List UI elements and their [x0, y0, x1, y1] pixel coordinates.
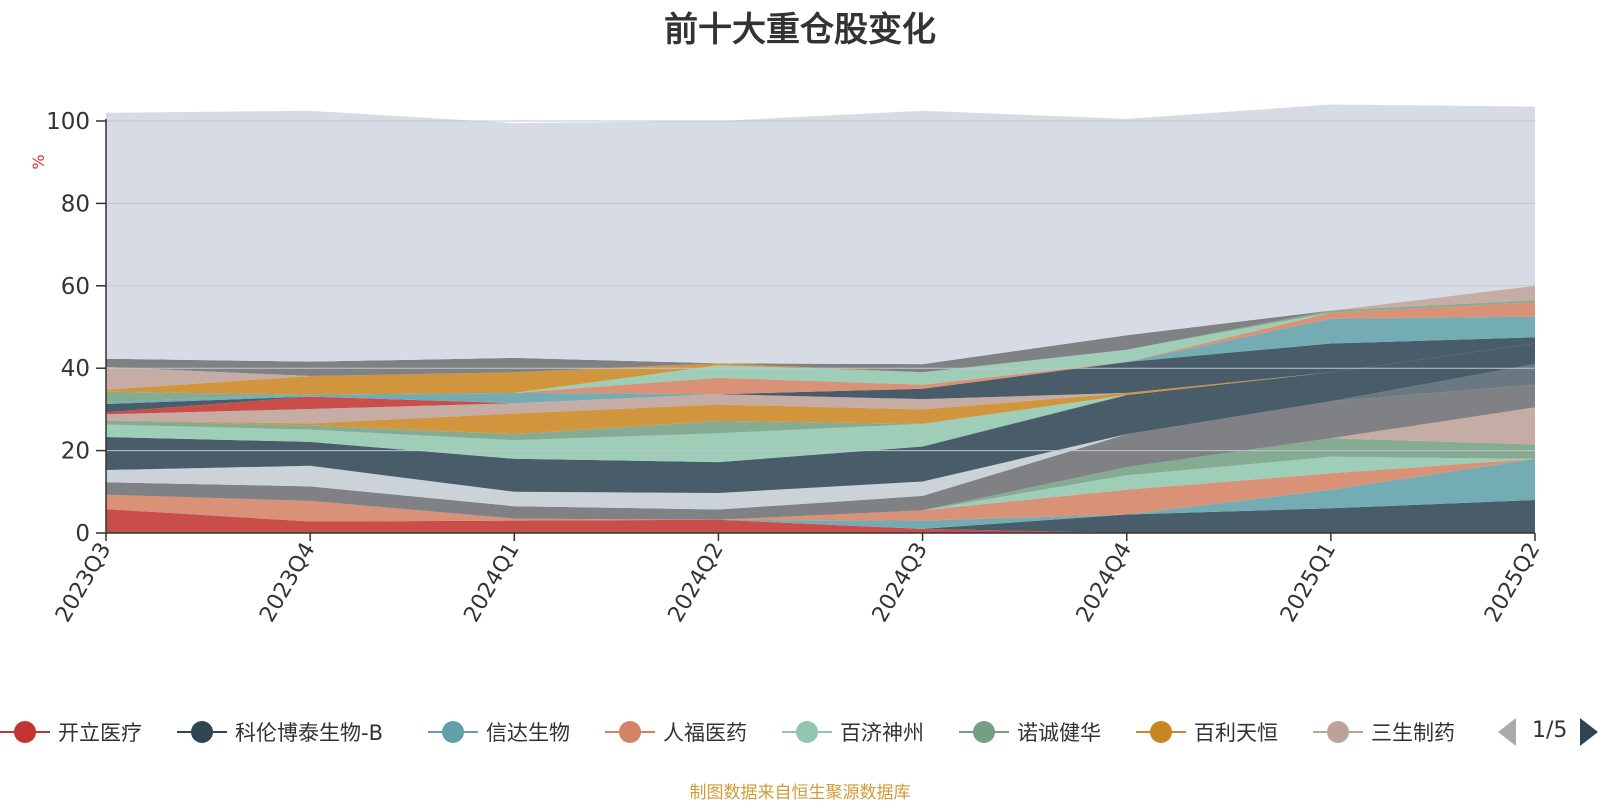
- x-tick-label-2: 2024Q1: [459, 539, 524, 627]
- area-series-16: [106, 343, 1535, 415]
- legend-next-page-icon[interactable]: [1580, 718, 1598, 746]
- legend-marker-icon: [1313, 710, 1363, 754]
- y-tick-label-1: 20: [61, 439, 90, 465]
- x-tick-label-5: 2024Q4: [1072, 539, 1137, 627]
- area-series-4: [106, 456, 1535, 520]
- source-note: 制图数据来自恒生聚源数据库: [689, 783, 911, 803]
- y-tick-label-4: 80: [61, 191, 90, 217]
- area-series-24: [106, 285, 1535, 376]
- area-series-22: [106, 300, 1535, 395]
- legend-marker-icon: [177, 710, 227, 754]
- area-series-group: [106, 104, 1535, 533]
- x-tick-label-3: 2024Q2: [664, 539, 729, 627]
- area-series-5: [106, 438, 1535, 520]
- area-series-1: [106, 500, 1535, 533]
- y-tick-label-5: 100: [46, 109, 90, 135]
- legend-marker-icon: [605, 710, 655, 754]
- chart-title: 前十大重仓股变化: [664, 10, 936, 50]
- y-tick-label-3: 60: [61, 274, 90, 300]
- area-series-25: [106, 104, 1535, 365]
- x-tick-label-6: 2025Q1: [1276, 539, 1341, 627]
- area-series-23: [106, 285, 1535, 390]
- legend-item-7[interactable]: 三生制药: [1313, 710, 1455, 754]
- legend-item-0[interactable]: 开立医疗: [0, 710, 142, 754]
- legend: 开立医疗 科伦博泰生物-B 信达生物 人福医药 百济神州 诺诚健华 百利天恒 三生制药 1/5: [0, 710, 1600, 754]
- legend-marker-icon: [0, 710, 50, 754]
- x-tick-label-0: 2023Q3: [51, 539, 116, 627]
- area-series-8: [106, 384, 1535, 520]
- x-tick-label-4: 2024Q3: [868, 539, 933, 627]
- area-series-19: [106, 302, 1535, 402]
- area-series-11: [106, 343, 1535, 493]
- legend-label: 人福医药: [663, 721, 747, 745]
- legend-label: 百济神州: [840, 721, 924, 745]
- area-series-18: [106, 316, 1535, 404]
- legend-label: 诺诚健华: [1017, 721, 1101, 745]
- legend-label: 三生制药: [1371, 721, 1455, 745]
- y-axis-unit-label: %: [29, 154, 48, 169]
- legend-marker-icon: [428, 710, 478, 754]
- x-tick-label-7: 2025Q2: [1480, 539, 1545, 627]
- legend-label: 信达生物: [486, 721, 570, 745]
- area-series-15: [106, 343, 1535, 424]
- legend-label: 百利天恒: [1194, 721, 1278, 745]
- area-series-0: [106, 509, 1535, 533]
- legend-prev-page-icon[interactable]: [1498, 718, 1516, 746]
- area-series-2: [106, 458, 1535, 529]
- gridlines: [106, 120, 1535, 452]
- area-series-12: [106, 343, 1535, 463]
- axes: [105, 119, 1535, 534]
- legend-marker-icon: [959, 710, 1009, 754]
- legend-label: 科伦博泰生物-B: [235, 721, 383, 745]
- legend-item-6[interactable]: 百利天恒: [1136, 710, 1278, 754]
- area-series-17: [106, 337, 1535, 413]
- legend-label: 开立医疗: [58, 721, 142, 745]
- legend-item-2[interactable]: 信达生物: [428, 710, 570, 754]
- legend-marker-icon: [1136, 710, 1186, 754]
- legend-page-indicator: 1/5: [1532, 718, 1568, 743]
- legend-item-4[interactable]: 百济神州: [782, 710, 924, 754]
- area-series-3: [106, 458, 1535, 522]
- legend-item-5[interactable]: 诺诚健华: [959, 710, 1101, 754]
- x-tick-label-1: 2023Q4: [255, 539, 320, 627]
- legend-item-3[interactable]: 人福医药: [605, 710, 747, 754]
- area-series-14: [106, 343, 1535, 435]
- y-tick-label-2: 40: [61, 356, 90, 382]
- x-axis-ticks: 2023Q3 2023Q4 2024Q1 2024Q2 2024Q3 2024Q4 2025…: [51, 533, 1545, 627]
- legend-marker-icon: [782, 710, 832, 754]
- y-tick-label-0: 0: [75, 521, 90, 547]
- legend-item-1[interactable]: 科伦博泰生物-B: [177, 710, 383, 754]
- y-axis-ticks: 0 20 40 60 80 100: [46, 109, 106, 547]
